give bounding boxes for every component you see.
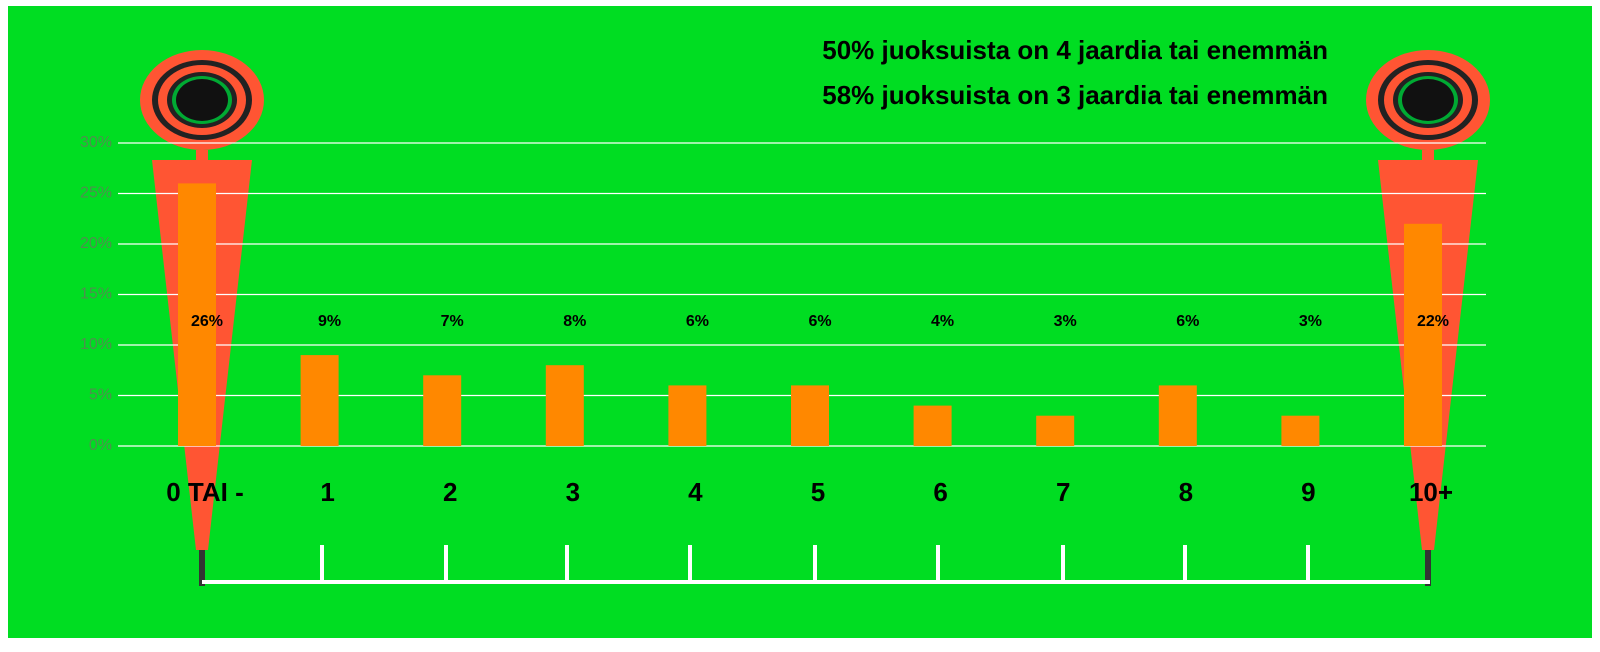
bar	[1159, 385, 1197, 446]
bar	[301, 355, 339, 446]
x-tick-label: 0 TAI -	[166, 477, 244, 507]
bar	[914, 406, 952, 446]
x-tick-label: 4	[688, 477, 703, 507]
value-label: 6%	[808, 313, 831, 330]
y-tick-label: 10%	[80, 336, 112, 353]
y-tick-label: 5%	[89, 387, 112, 404]
value-label: 3%	[1299, 313, 1322, 330]
bar	[423, 375, 461, 446]
page: {"chart_data": {"type": "bar", "annotati…	[0, 0, 1600, 652]
annotation: 58% juoksuista on 3 jaardia tai enemmän	[822, 80, 1328, 110]
x-tick-label: 8	[1179, 477, 1193, 507]
value-label: 7%	[441, 313, 464, 330]
bar	[1404, 224, 1442, 446]
annotation: 50% juoksuista on 4 jaardia tai enemmän	[822, 35, 1328, 65]
value-label: 22%	[1417, 313, 1449, 330]
y-tick-label: 0%	[89, 437, 112, 454]
bar	[546, 365, 584, 446]
x-tick-label: 9	[1301, 477, 1315, 507]
bar	[1281, 416, 1319, 446]
y-tick-label: 30%	[80, 134, 112, 151]
x-tick-label: 2	[443, 477, 457, 507]
value-label: 8%	[563, 313, 586, 330]
x-tick-label: 10+	[1409, 477, 1453, 507]
value-label: 4%	[931, 313, 954, 330]
value-label: 6%	[1176, 313, 1199, 330]
y-tick-label: 15%	[80, 286, 112, 303]
x-tick-label: 1	[320, 477, 334, 507]
y-tick-label: 25%	[80, 185, 112, 202]
value-label: 3%	[1054, 313, 1077, 330]
bar	[791, 385, 829, 446]
value-label: 9%	[318, 313, 341, 330]
value-label: 26%	[191, 313, 223, 330]
y-tick-label: 20%	[80, 235, 112, 252]
x-tick-label: 7	[1056, 477, 1070, 507]
bar	[668, 385, 706, 446]
chart: 50% juoksuista on 4 jaardia tai enemmän …	[0, 0, 1600, 652]
x-tick-label: 3	[566, 477, 580, 507]
value-label: 6%	[686, 313, 709, 330]
bar	[1036, 416, 1074, 446]
x-tick-label: 5	[811, 477, 825, 507]
x-tick-label: 6	[933, 477, 947, 507]
